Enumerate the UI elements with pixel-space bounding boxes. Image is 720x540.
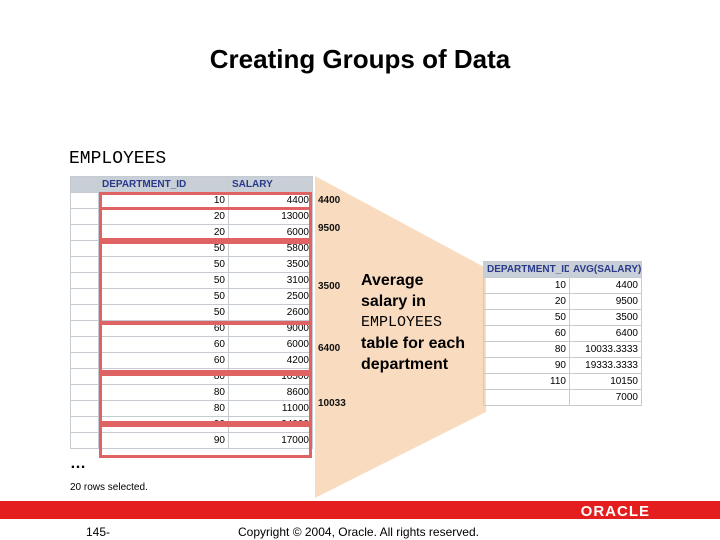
row-gutter xyxy=(70,400,99,417)
cell-avg-salary: 19333.3333 xyxy=(569,357,642,374)
row-gutter xyxy=(70,336,99,353)
group-average-label: 6400 xyxy=(318,343,341,354)
table-row: 20 9500 xyxy=(483,293,642,310)
row-gutter xyxy=(70,192,99,209)
cell-avg-salary: 4400 xyxy=(569,277,642,294)
avg-salary-grid: DEPARTMENT_ID AVG(SALARY) 10 4400 20 9500 50… xyxy=(483,261,642,406)
copyright-text: Copyright © 2004, Oracle. All rights res… xyxy=(238,525,479,539)
group-box-dept-20 xyxy=(99,207,312,241)
rows-selected-text: 20 rows selected. xyxy=(70,482,148,493)
cell-salary: 17000 xyxy=(228,432,313,449)
cell-department-id: 20 xyxy=(483,293,570,310)
row-gutter xyxy=(70,240,99,257)
table-row: 60 6400 xyxy=(483,325,642,342)
description-line: department xyxy=(361,356,449,373)
employees-table-label: EMPLOYEES xyxy=(69,149,167,169)
cell-avg-salary: 6400 xyxy=(569,325,642,342)
table-row: 50 5800 xyxy=(70,240,313,257)
table-row: 90 17000 xyxy=(70,432,313,449)
row-gutter xyxy=(70,384,99,401)
description-line: Average xyxy=(361,272,424,289)
group-average-label: 10033 xyxy=(318,398,346,409)
column-header-salary: SALARY xyxy=(228,176,313,193)
cell-avg-salary: 3500 xyxy=(569,309,642,326)
cell-department-id xyxy=(483,389,570,406)
table-row: 80 11000 xyxy=(70,400,313,417)
cell-department-id: 60 xyxy=(483,325,570,342)
table-row: 50 3500 xyxy=(70,256,313,273)
cell-department-id: 50 xyxy=(483,309,570,326)
table-row: 50 3500 xyxy=(483,309,642,326)
row-gutter xyxy=(70,208,99,225)
funnel-polygon xyxy=(315,176,486,498)
cell-avg-salary: 7000 xyxy=(569,389,642,406)
table-row: 10 4400 xyxy=(483,277,642,294)
row-gutter xyxy=(70,288,99,305)
table-row: 50 2600 xyxy=(70,304,313,321)
grid-header-row: DEPARTMENT_ID SALARY xyxy=(70,176,313,193)
group-box-dept-90 xyxy=(99,424,312,458)
cell-department-id: 10 xyxy=(483,277,570,294)
row-gutter xyxy=(70,416,99,433)
group-average-label: 3500 xyxy=(318,281,341,292)
table-row: 110 10150 xyxy=(483,373,642,390)
cell-department-id: 110 xyxy=(483,373,570,390)
group-average-label: 9500 xyxy=(318,223,341,234)
column-header-avg-salary: AVG(SALARY) xyxy=(569,261,642,278)
row-gutter xyxy=(70,320,99,337)
footer-bar xyxy=(0,501,720,519)
oracle-logo: ORACLE xyxy=(580,503,650,520)
table-row: 60 4200 xyxy=(70,352,313,369)
row-gutter xyxy=(70,224,99,241)
group-average-label: 4400 xyxy=(318,195,341,206)
cell-avg-salary: 9500 xyxy=(569,293,642,310)
row-gutter xyxy=(70,368,99,385)
row-gutter xyxy=(70,304,99,321)
description-line: EMPLOYEES xyxy=(361,314,443,331)
row-gutter xyxy=(70,272,99,289)
group-box-dept-50 xyxy=(99,241,312,324)
page-number: 145- xyxy=(86,525,111,539)
grid-header-row: DEPARTMENT_ID AVG(SALARY) xyxy=(483,261,642,278)
grid-header-gutter xyxy=(70,176,99,193)
column-header-department-id: DEPARTMENT_ID xyxy=(483,261,570,278)
group-box-dept-80 xyxy=(99,373,312,424)
group-box-dept-60 xyxy=(99,322,312,373)
table-row: 10 4400 xyxy=(70,192,313,209)
column-header-department-id: DEPARTMENT_ID xyxy=(98,176,229,193)
description-line: table for each xyxy=(361,335,466,352)
table-row: 90 19333.3333 xyxy=(483,357,642,374)
table-row: 7000 xyxy=(483,389,642,406)
row-gutter xyxy=(70,256,99,273)
row-gutter xyxy=(70,352,99,369)
table-row: 80 10033.3333 xyxy=(483,341,642,358)
row-gutter xyxy=(70,432,99,449)
cell-department-id: 90 xyxy=(483,357,570,374)
table-row: 20 6000 xyxy=(70,224,313,241)
slide-title: Creating Groups of Data xyxy=(209,44,511,74)
cell-avg-salary: 10150 xyxy=(569,373,642,390)
description-line: salary in xyxy=(361,293,426,310)
cell-avg-salary: 10033.3333 xyxy=(569,341,642,358)
ellipsis: … xyxy=(70,455,86,472)
cell-department-id: 80 xyxy=(483,341,570,358)
description-text: Average salary in EMPLOYEES table for ea… xyxy=(361,270,486,375)
